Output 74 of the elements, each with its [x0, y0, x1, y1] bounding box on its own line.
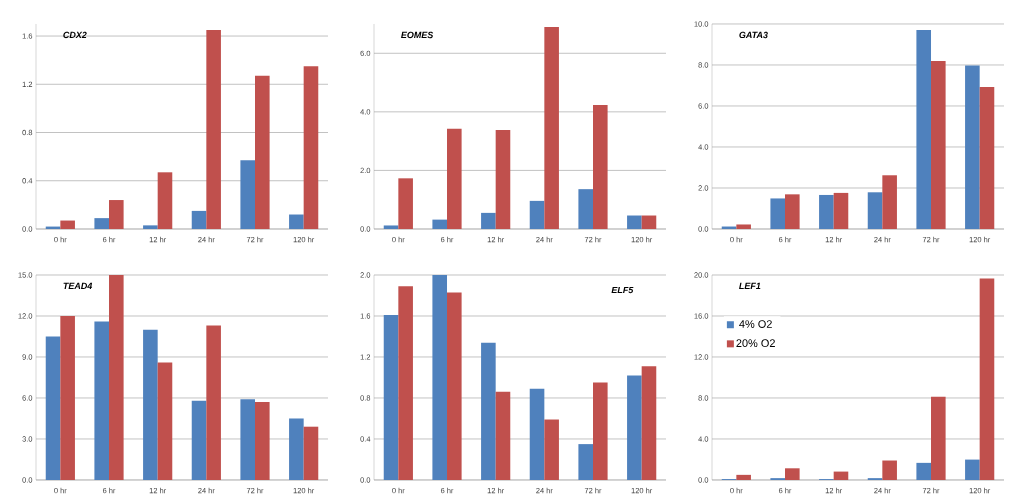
bar: [109, 274, 124, 480]
bar: [578, 189, 593, 229]
bar: [979, 278, 995, 480]
bar: [398, 286, 413, 480]
bar: [447, 292, 462, 480]
bar: [157, 362, 173, 480]
bar: [383, 225, 399, 229]
bar: [495, 391, 511, 480]
bar: [432, 274, 448, 480]
bar: [833, 471, 849, 480]
bar: [143, 329, 158, 480]
bar: [45, 336, 61, 480]
text: LEF1: [739, 282, 761, 289]
bar: [931, 396, 946, 480]
bar: [94, 218, 110, 229]
bar: [529, 200, 545, 229]
bar: [833, 192, 849, 229]
bar: [544, 419, 559, 480]
bar: [289, 214, 304, 229]
bar: [627, 375, 642, 480]
bar: [191, 210, 207, 229]
bar: [916, 462, 932, 480]
bar: [882, 175, 897, 229]
bar: [143, 225, 158, 229]
bar: [495, 130, 511, 229]
text: ELF5: [611, 286, 634, 294]
bar: [240, 399, 255, 480]
bar: [240, 160, 255, 229]
bar: [481, 342, 496, 480]
bar: [627, 215, 642, 229]
bar: [965, 65, 980, 229]
bar: [593, 382, 608, 480]
bar: [641, 215, 657, 229]
bar: [255, 402, 270, 480]
bar: [481, 212, 496, 229]
legend-label: 20% O2: [736, 339, 775, 348]
bar: [785, 194, 800, 229]
bar: [303, 426, 319, 480]
bar: [289, 418, 304, 480]
bar: [157, 172, 173, 229]
text: GATA3: [739, 31, 768, 39]
bar: [383, 314, 399, 480]
bar: [965, 459, 980, 480]
bar: [578, 444, 593, 480]
bar: [882, 460, 897, 480]
bar: [94, 321, 110, 480]
bar: [931, 61, 946, 229]
bar: [736, 224, 751, 229]
bar: [770, 198, 786, 229]
bar: [60, 315, 75, 480]
bar: [398, 178, 413, 229]
bar: [206, 325, 221, 480]
bar: [916, 29, 932, 229]
bar: [529, 388, 545, 480]
bar: [641, 366, 657, 480]
bar: [109, 200, 124, 229]
bar: [593, 105, 608, 229]
text: CDX2: [63, 31, 87, 39]
bar: [979, 86, 995, 229]
bar: [447, 128, 462, 229]
bar: [191, 400, 207, 480]
bar: [736, 474, 751, 480]
bar: [819, 194, 834, 229]
bar: [303, 66, 319, 229]
bar: [867, 192, 883, 229]
legend-label: 4% O2: [739, 320, 772, 328]
bar: [206, 30, 221, 229]
text: EOMES: [401, 31, 434, 39]
bar: [785, 468, 800, 480]
bar: [255, 75, 270, 229]
text: TEAD4: [63, 282, 93, 289]
bar: [432, 219, 448, 229]
bar: [544, 26, 559, 229]
bar: [60, 220, 75, 229]
